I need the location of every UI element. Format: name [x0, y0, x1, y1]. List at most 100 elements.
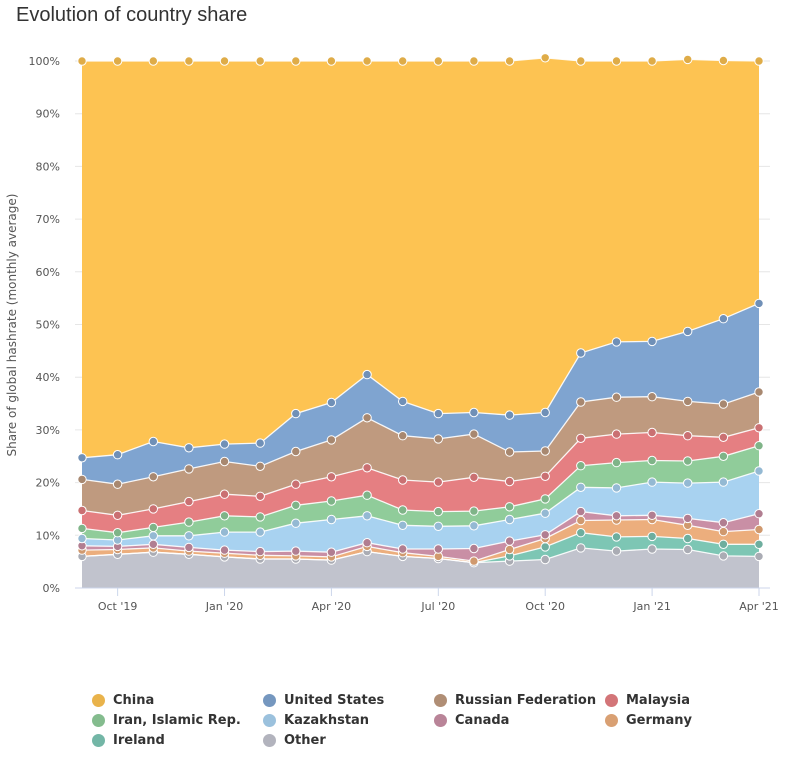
point-united-states	[469, 407, 479, 418]
point-china	[433, 56, 443, 66]
legend-item-canada[interactable]: Canada	[434, 713, 509, 728]
point-ireland	[754, 539, 764, 549]
point-iran-islamic-rep	[540, 494, 550, 504]
point-china	[754, 56, 764, 66]
stacked-area-chart[interactable]: 0% 10% 20% 30% 40% 50% 60% 70% 80% 90% 100% Oct '19…	[0, 0, 786, 690]
legend-item-malaysia[interactable]: Malaysia	[605, 693, 690, 708]
point-kazakhstan	[326, 514, 337, 525]
point-kazakhstan	[718, 477, 729, 487]
point-united-states	[326, 397, 337, 408]
legend-label: Other	[284, 733, 326, 748]
area-malaysia	[82, 427, 759, 533]
point-malaysia	[148, 504, 159, 514]
y-tick-label: 90%	[36, 108, 60, 121]
legend-marker	[605, 694, 618, 707]
legend-item-other[interactable]: Other	[263, 733, 326, 748]
line-russian-federation	[81, 391, 760, 485]
point-malaysia	[255, 491, 265, 501]
point-malaysia	[362, 463, 372, 473]
point-iran-islamic-rep	[112, 528, 123, 538]
point-russian-federation	[540, 446, 550, 456]
legend-marker	[434, 714, 447, 727]
point-united-states	[148, 436, 159, 447]
legend-item-kazakhstan[interactable]: Kazakhstan	[263, 713, 369, 728]
point-canada	[647, 510, 657, 520]
x-tick-label: Oct '19	[98, 600, 138, 613]
point-china	[184, 56, 194, 66]
y-tick-label: 50%	[36, 319, 60, 332]
point-china	[647, 56, 657, 66]
point-russian-federation	[326, 435, 337, 445]
point-malaysia	[540, 471, 550, 481]
point-china	[540, 53, 550, 63]
point-kazakhstan	[148, 531, 159, 541]
point-malaysia	[219, 489, 230, 499]
point-malaysia	[184, 496, 194, 507]
point-united-states	[362, 369, 372, 380]
line-kazakhstan	[81, 470, 760, 541]
y-tick-label: 70%	[36, 213, 60, 226]
x-tick-label: Jul '20	[420, 600, 455, 613]
legend-label: Canada	[455, 713, 510, 728]
legend-item-china[interactable]: China	[92, 693, 154, 708]
legend-marker	[263, 694, 276, 707]
legend-item-russian-federation[interactable]: Russian Federation	[434, 693, 596, 708]
legend-label: Iran, Islamic Rep.	[113, 713, 241, 728]
chart-title: Evolution of country share	[16, 4, 248, 26]
x-tick-label: Apr '21	[739, 600, 779, 613]
point-canada	[718, 518, 729, 528]
point-china	[718, 55, 729, 66]
point-kazakhstan	[184, 531, 194, 541]
point-canada	[433, 544, 443, 554]
area-other	[82, 547, 759, 588]
legend-label: United States	[284, 693, 385, 708]
point-china	[77, 56, 87, 66]
point-iran-islamic-rep	[683, 456, 693, 466]
legend-label: China	[113, 693, 155, 708]
point-china	[398, 56, 408, 66]
point-malaysia	[611, 429, 622, 439]
point-iran-islamic-rep	[77, 523, 87, 534]
point-other	[683, 544, 693, 555]
point-china	[611, 56, 622, 66]
point-iran-islamic-rep	[433, 506, 443, 517]
point-china	[219, 56, 230, 66]
point-china	[683, 54, 693, 65]
area-layer	[82, 57, 759, 588]
point-malaysia	[112, 510, 123, 520]
point-malaysia	[291, 479, 301, 489]
legend-label: Russian Federation	[455, 693, 597, 708]
point-kazakhstan	[398, 520, 408, 530]
point-russian-federation	[718, 399, 729, 409]
point-canada	[291, 546, 301, 556]
point-china	[112, 56, 123, 66]
line-layer	[81, 57, 760, 564]
point-iran-islamic-rep	[291, 500, 301, 510]
point-ireland	[611, 532, 622, 542]
axis-layer: 0% 10% 20% 30% 40% 50% 60% 70% 80% 90% 100% Oct '19…	[29, 55, 779, 613]
legend-label: Kazakhstan	[284, 713, 370, 728]
point-malaysia	[326, 472, 337, 482]
point-canada	[255, 546, 265, 557]
legend-item-united-states[interactable]: United States	[263, 693, 384, 708]
point-russian-federation	[184, 464, 194, 474]
x-tick-label: Apr '20	[312, 600, 352, 613]
legend-label: Ireland	[113, 733, 165, 748]
point-russian-federation	[469, 429, 479, 439]
point-china	[504, 56, 515, 66]
legend-item-iran-islamic-rep[interactable]: Iran, Islamic Rep.	[92, 713, 241, 728]
legend-marker	[263, 714, 276, 727]
point-china	[576, 56, 586, 66]
point-china	[362, 56, 372, 66]
point-iran-islamic-rep	[398, 505, 408, 515]
legend-item-germany[interactable]: Germany	[605, 713, 692, 728]
point-malaysia	[718, 432, 729, 442]
point-united-states	[77, 453, 87, 463]
point-canada	[683, 513, 693, 524]
point-canada	[362, 538, 372, 548]
point-kazakhstan	[362, 511, 372, 521]
point-germany	[576, 515, 586, 526]
legend-item-ireland[interactable]: Ireland	[92, 733, 165, 748]
point-china	[469, 56, 479, 66]
marker-layer	[77, 53, 764, 568]
